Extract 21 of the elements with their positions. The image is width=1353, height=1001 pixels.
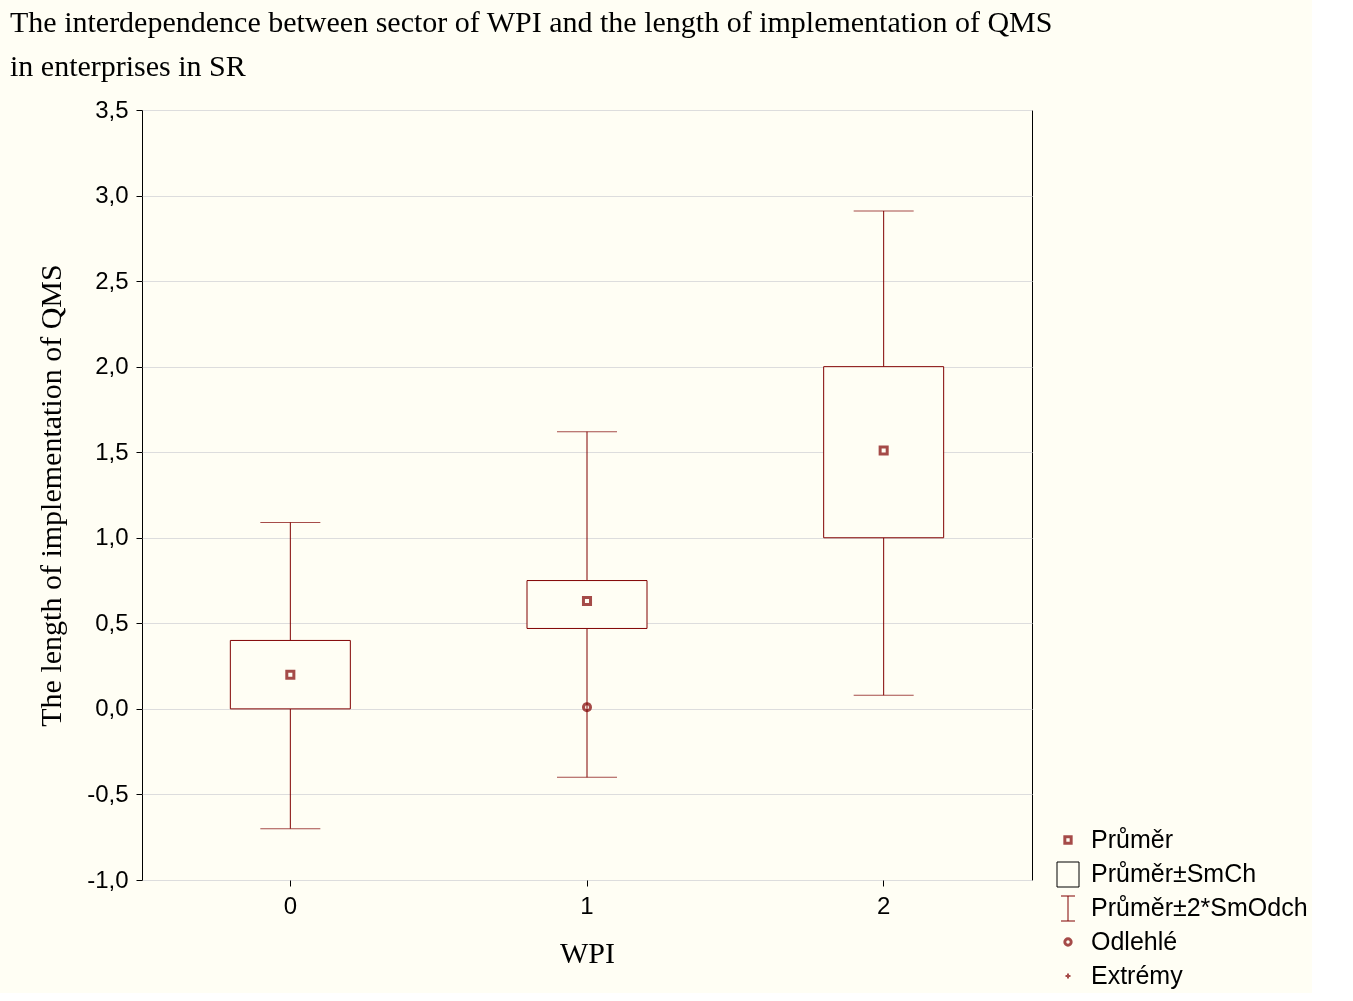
text: Průměr±2*SmOdch (1091, 893, 1308, 921)
y-tick-label: 3,0 (95, 181, 129, 209)
y-tick-label: 1,5 (95, 437, 129, 465)
y-tick-label: 0,5 (95, 608, 129, 636)
text: Průměr±SmCh (1091, 859, 1257, 887)
x-tick-label: 2 (876, 891, 891, 919)
y-tick-label: 2,0 (95, 352, 129, 380)
chart-title: The interdependence between sector of WPI and the length of implementation of QMS in enterprises in SR (10, 5, 1053, 82)
x-tick-label: 0 (283, 891, 298, 919)
x-axis-title: WPI (560, 935, 615, 969)
text: Odlehlé (1091, 927, 1178, 955)
x-tick-label: 1 (580, 891, 594, 919)
y-tick-label: 1,0 (95, 523, 129, 551)
y-tick-label: -1,0 (87, 865, 129, 893)
text: Průměr (1091, 825, 1173, 853)
y-tick-label: 0,0 (95, 694, 129, 722)
y-axis-title: The length of implementation of QMS (34, 264, 68, 727)
y-tick-label: 2,5 (95, 266, 129, 294)
text: Extrémy (1091, 961, 1184, 989)
y-tick-label: -0,5 (87, 779, 129, 807)
y-tick-label: 3,5 (95, 95, 129, 123)
